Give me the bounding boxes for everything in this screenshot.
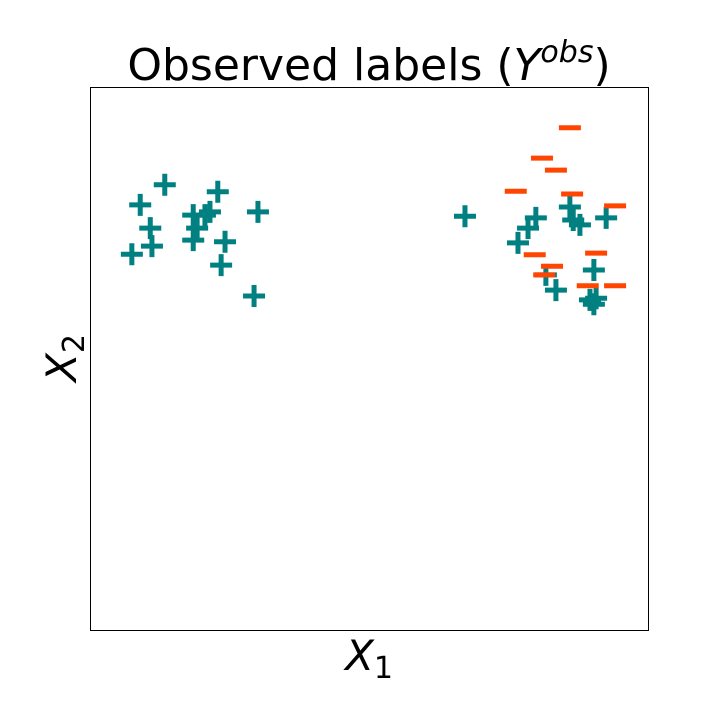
marker [186,217,209,240]
marker [453,205,476,228]
y-label-sub: 2 [57,334,92,353]
marker [595,206,618,229]
marker [153,173,176,196]
title-text: Observed labels ( [127,40,513,91]
marker [206,180,229,203]
marker [246,200,269,223]
chart-title: Observed labels (Yobs) [127,35,610,91]
marker [568,213,591,236]
plot-frame [90,87,649,631]
marker [120,243,143,266]
title-var: Y [514,40,544,91]
marker [198,200,221,223]
x-label-sub: 1 [374,651,393,686]
y-axis-label: X2 [37,334,92,384]
marker [506,231,529,254]
marker [129,193,152,216]
x-axis-label: X1 [343,631,393,686]
marker [214,230,237,253]
x-label-var: X [343,631,375,680]
y-label-var: X [37,352,86,384]
marker [582,258,605,281]
marker [182,229,205,252]
marker [210,254,233,277]
marker [585,287,608,310]
title-end: ) [593,40,610,91]
marker [140,235,163,258]
title-sup: obs [540,35,593,70]
marker [544,279,567,302]
marker [517,217,540,240]
marker [558,196,581,219]
marker [243,285,266,308]
